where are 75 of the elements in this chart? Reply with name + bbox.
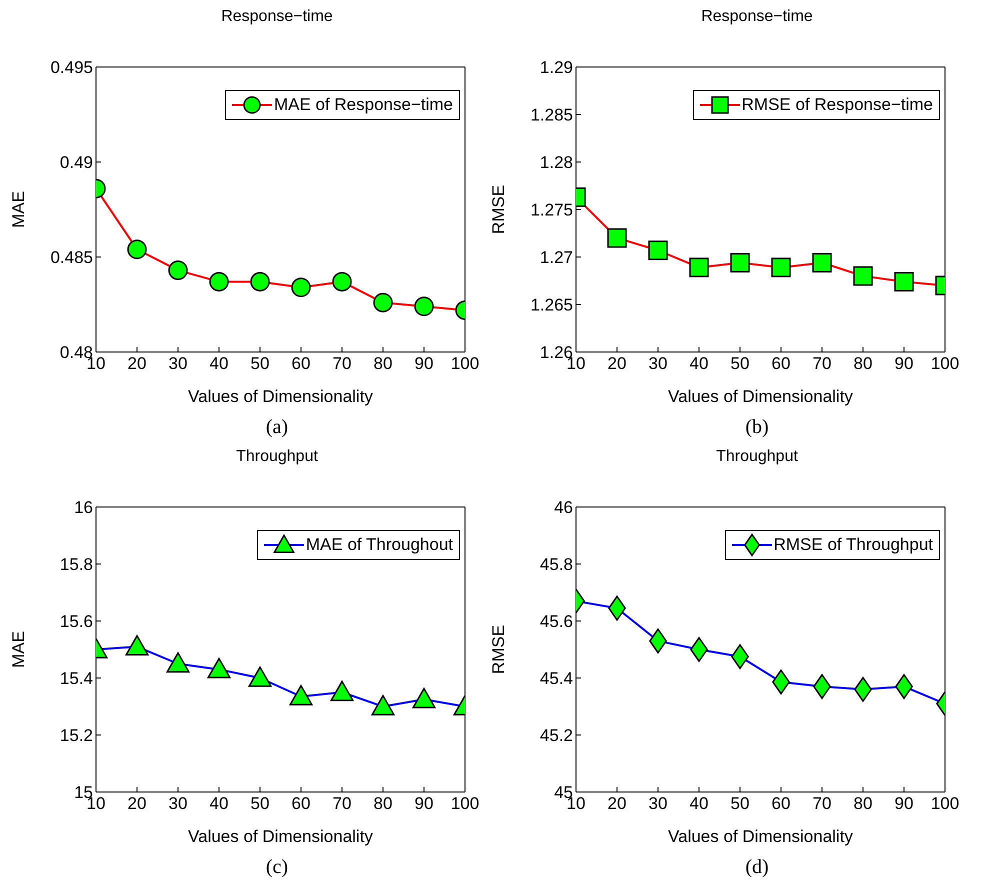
x-tick-label: 30 <box>648 794 668 814</box>
x-tick-label: 60 <box>772 354 790 374</box>
x-tick-label: 50 <box>250 794 270 814</box>
x-tick-label: 80 <box>854 354 872 374</box>
x-axis-title: Values of Dimensionality <box>668 387 854 406</box>
x-tick-label: 20 <box>128 354 146 374</box>
chart-title: Response−time <box>220 8 334 27</box>
x-tick-label: 30 <box>648 354 668 374</box>
x-tick-label: 50 <box>730 794 750 814</box>
x-tick-label: 60 <box>772 794 790 814</box>
y-tick-label: 1.275 <box>530 200 573 220</box>
x-tick-label: 70 <box>812 354 832 374</box>
x-tick-label: 100 <box>930 794 960 814</box>
y-tick-label: 45.2 <box>540 726 573 746</box>
x-tick-label: 90 <box>414 794 434 814</box>
x-tick-label: 70 <box>332 794 352 814</box>
y-tick-label: 1.285 <box>530 106 573 125</box>
y-tick-label: 45.8 <box>540 555 573 574</box>
x-tick-label: 40 <box>690 794 708 814</box>
x-tick-label: 100 <box>450 354 480 374</box>
text: (d) <box>744 856 770 879</box>
y-tick-label: 45.6 <box>540 612 573 632</box>
y-tick-label: 16 <box>74 498 93 518</box>
y-tick-label: 1.28 <box>540 153 573 172</box>
x-tick-label: 60 <box>292 794 310 814</box>
chart-title: Response−time <box>700 8 814 27</box>
y-tick-label: 15.2 <box>60 726 93 746</box>
x-tick-label: 20 <box>128 794 146 814</box>
y-tick-label: 46 <box>554 498 573 518</box>
y-tick-label: 0.485 <box>50 248 93 268</box>
x-axis-title: Values of Dimensionality <box>188 827 374 846</box>
x-tick-label: 40 <box>210 354 228 374</box>
text: (b) <box>744 416 770 439</box>
legend-label: MAE of Throughout <box>306 535 453 555</box>
x-tick-label: 90 <box>894 354 914 374</box>
y-tick-label: 0.495 <box>50 58 93 78</box>
y-tick-label: 15.6 <box>60 612 93 632</box>
y-axis-title: MAE <box>9 631 28 668</box>
y-tick-label: 1.265 <box>530 296 573 315</box>
x-tick-label: 50 <box>730 354 750 374</box>
x-tick-label: 30 <box>168 354 188 374</box>
y-axis-title: RMSE <box>489 624 508 674</box>
x-tick-label: 100 <box>930 354 960 374</box>
chart-title: Throughput <box>715 448 799 467</box>
legend-label: RMSE of Response−time <box>742 95 933 115</box>
y-axis-title: MAE <box>9 191 28 228</box>
x-tick-label: 20 <box>608 354 626 374</box>
x-axis-title: Values of Dimensionality <box>668 827 854 846</box>
legend-label: MAE of Response−time <box>274 95 453 115</box>
x-tick-label: 100 <box>450 794 480 814</box>
text: (c) <box>264 856 290 879</box>
y-tick-label: 0.49 <box>60 153 93 172</box>
x-tick-label: 80 <box>374 794 392 814</box>
x-tick-label: 50 <box>250 354 270 374</box>
x-tick-label: 30 <box>168 794 188 814</box>
x-tick-label: 60 <box>292 354 310 374</box>
y-tick-label: 1.29 <box>540 58 573 78</box>
y-tick-label: 15.4 <box>60 669 93 688</box>
x-tick-label: 70 <box>332 354 352 374</box>
x-tick-label: 70 <box>812 794 832 814</box>
x-tick-label: 80 <box>374 354 392 374</box>
x-axis-title: Values of Dimensionality <box>188 387 374 406</box>
x-tick-label: 20 <box>608 794 626 814</box>
x-tick-label: 90 <box>414 354 434 374</box>
legend-label: RMSE of Throughput <box>774 535 933 555</box>
y-tick-label: 1.27 <box>540 248 573 268</box>
x-tick-label: 40 <box>210 794 228 814</box>
x-tick-label: 80 <box>854 794 872 814</box>
x-tick-label: 40 <box>690 354 708 374</box>
chart-title: Throughput <box>235 448 319 467</box>
y-axis-title: RMSE <box>489 184 508 234</box>
text: (a) <box>264 416 290 439</box>
x-tick-label: 90 <box>894 794 914 814</box>
y-tick-label: 45.4 <box>540 669 573 688</box>
y-tick-label: 15.8 <box>60 555 93 574</box>
